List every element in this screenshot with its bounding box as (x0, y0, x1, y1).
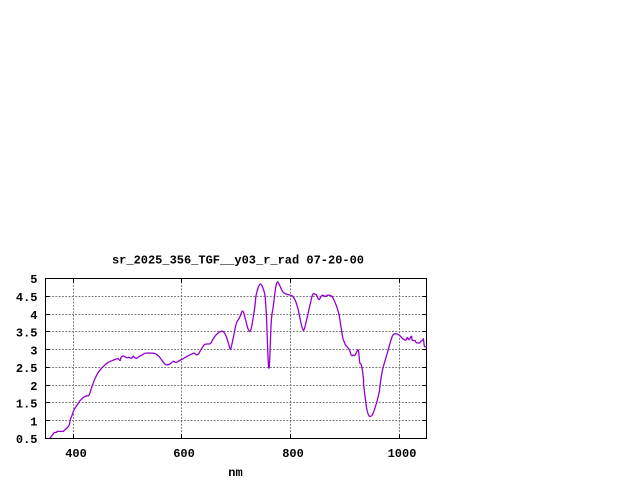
svg-text:800: 800 (282, 447, 304, 461)
svg-text:400: 400 (65, 447, 87, 461)
svg-text:600: 600 (173, 447, 195, 461)
svg-text:3: 3 (30, 344, 37, 358)
svg-text:2: 2 (30, 380, 37, 394)
svg-text:nm: nm (228, 466, 242, 480)
svg-text:3.5: 3.5 (16, 327, 38, 341)
svg-text:4: 4 (30, 309, 37, 323)
svg-text:1.5: 1.5 (16, 398, 38, 412)
svg-text:0.5: 0.5 (16, 433, 38, 447)
svg-text:4.5: 4.5 (16, 291, 38, 305)
svg-text:1000: 1000 (388, 447, 417, 461)
svg-text:2.5: 2.5 (16, 362, 38, 376)
svg-text:1: 1 (30, 415, 37, 429)
svg-text:sr_2025_356_TGF__y03_r_rad 07-: sr_2025_356_TGF__y03_r_rad 07-20-00 (112, 254, 364, 268)
svg-text:5: 5 (30, 273, 37, 287)
